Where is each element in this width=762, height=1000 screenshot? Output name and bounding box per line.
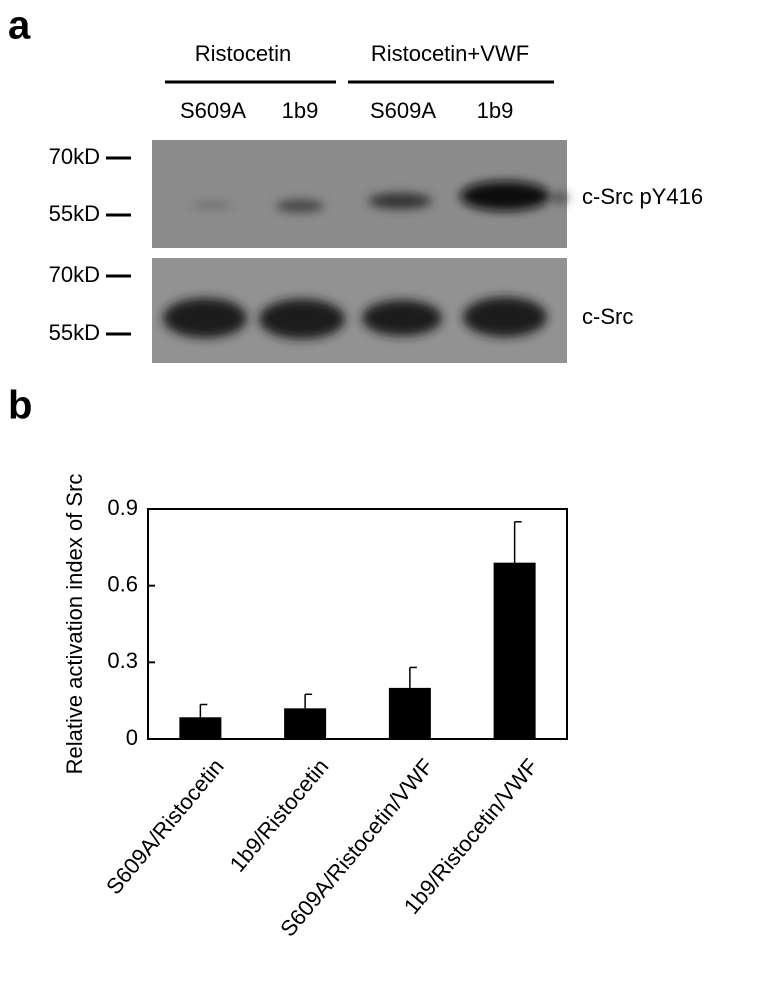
lane-label: 1b9 — [477, 98, 514, 123]
x-tick-label: 1b9/Ristocetin — [225, 754, 334, 877]
marker-ticks — [106, 156, 131, 336]
bar — [388, 687, 431, 739]
bar — [493, 562, 536, 739]
panel-label: a — [8, 4, 31, 48]
lane-label: S609A — [180, 98, 246, 123]
row-label: c-Src pY416 — [582, 184, 703, 209]
y-axis-label: Relative activation index of Src — [62, 474, 87, 775]
plot-frame — [147, 508, 568, 740]
marker-label: 55kD — [49, 201, 100, 226]
y-tick-label: 0.9 — [107, 495, 138, 520]
bar — [284, 708, 327, 739]
lane-label: 1b9 — [282, 98, 319, 123]
lane-label: S609A — [370, 98, 436, 123]
marker-label: 55kD — [49, 320, 100, 345]
x-tick-label: S609A/Ristocetin — [101, 754, 229, 899]
y-tick-label: 0 — [126, 725, 138, 750]
marker-label: 70kD — [49, 262, 100, 287]
panel-label: b — [8, 384, 32, 428]
y-tick-label: 0.6 — [107, 571, 138, 596]
y-tick-label: 0.3 — [107, 648, 138, 673]
group-label: Ristocetin+VWF — [371, 41, 529, 66]
row-label: c-Src — [582, 304, 633, 329]
marker-label: 70kD — [49, 144, 100, 169]
blot-top — [152, 140, 568, 248]
blot-bottom — [152, 258, 567, 363]
group-label: Ristocetin — [195, 41, 292, 66]
bar — [179, 717, 222, 739]
